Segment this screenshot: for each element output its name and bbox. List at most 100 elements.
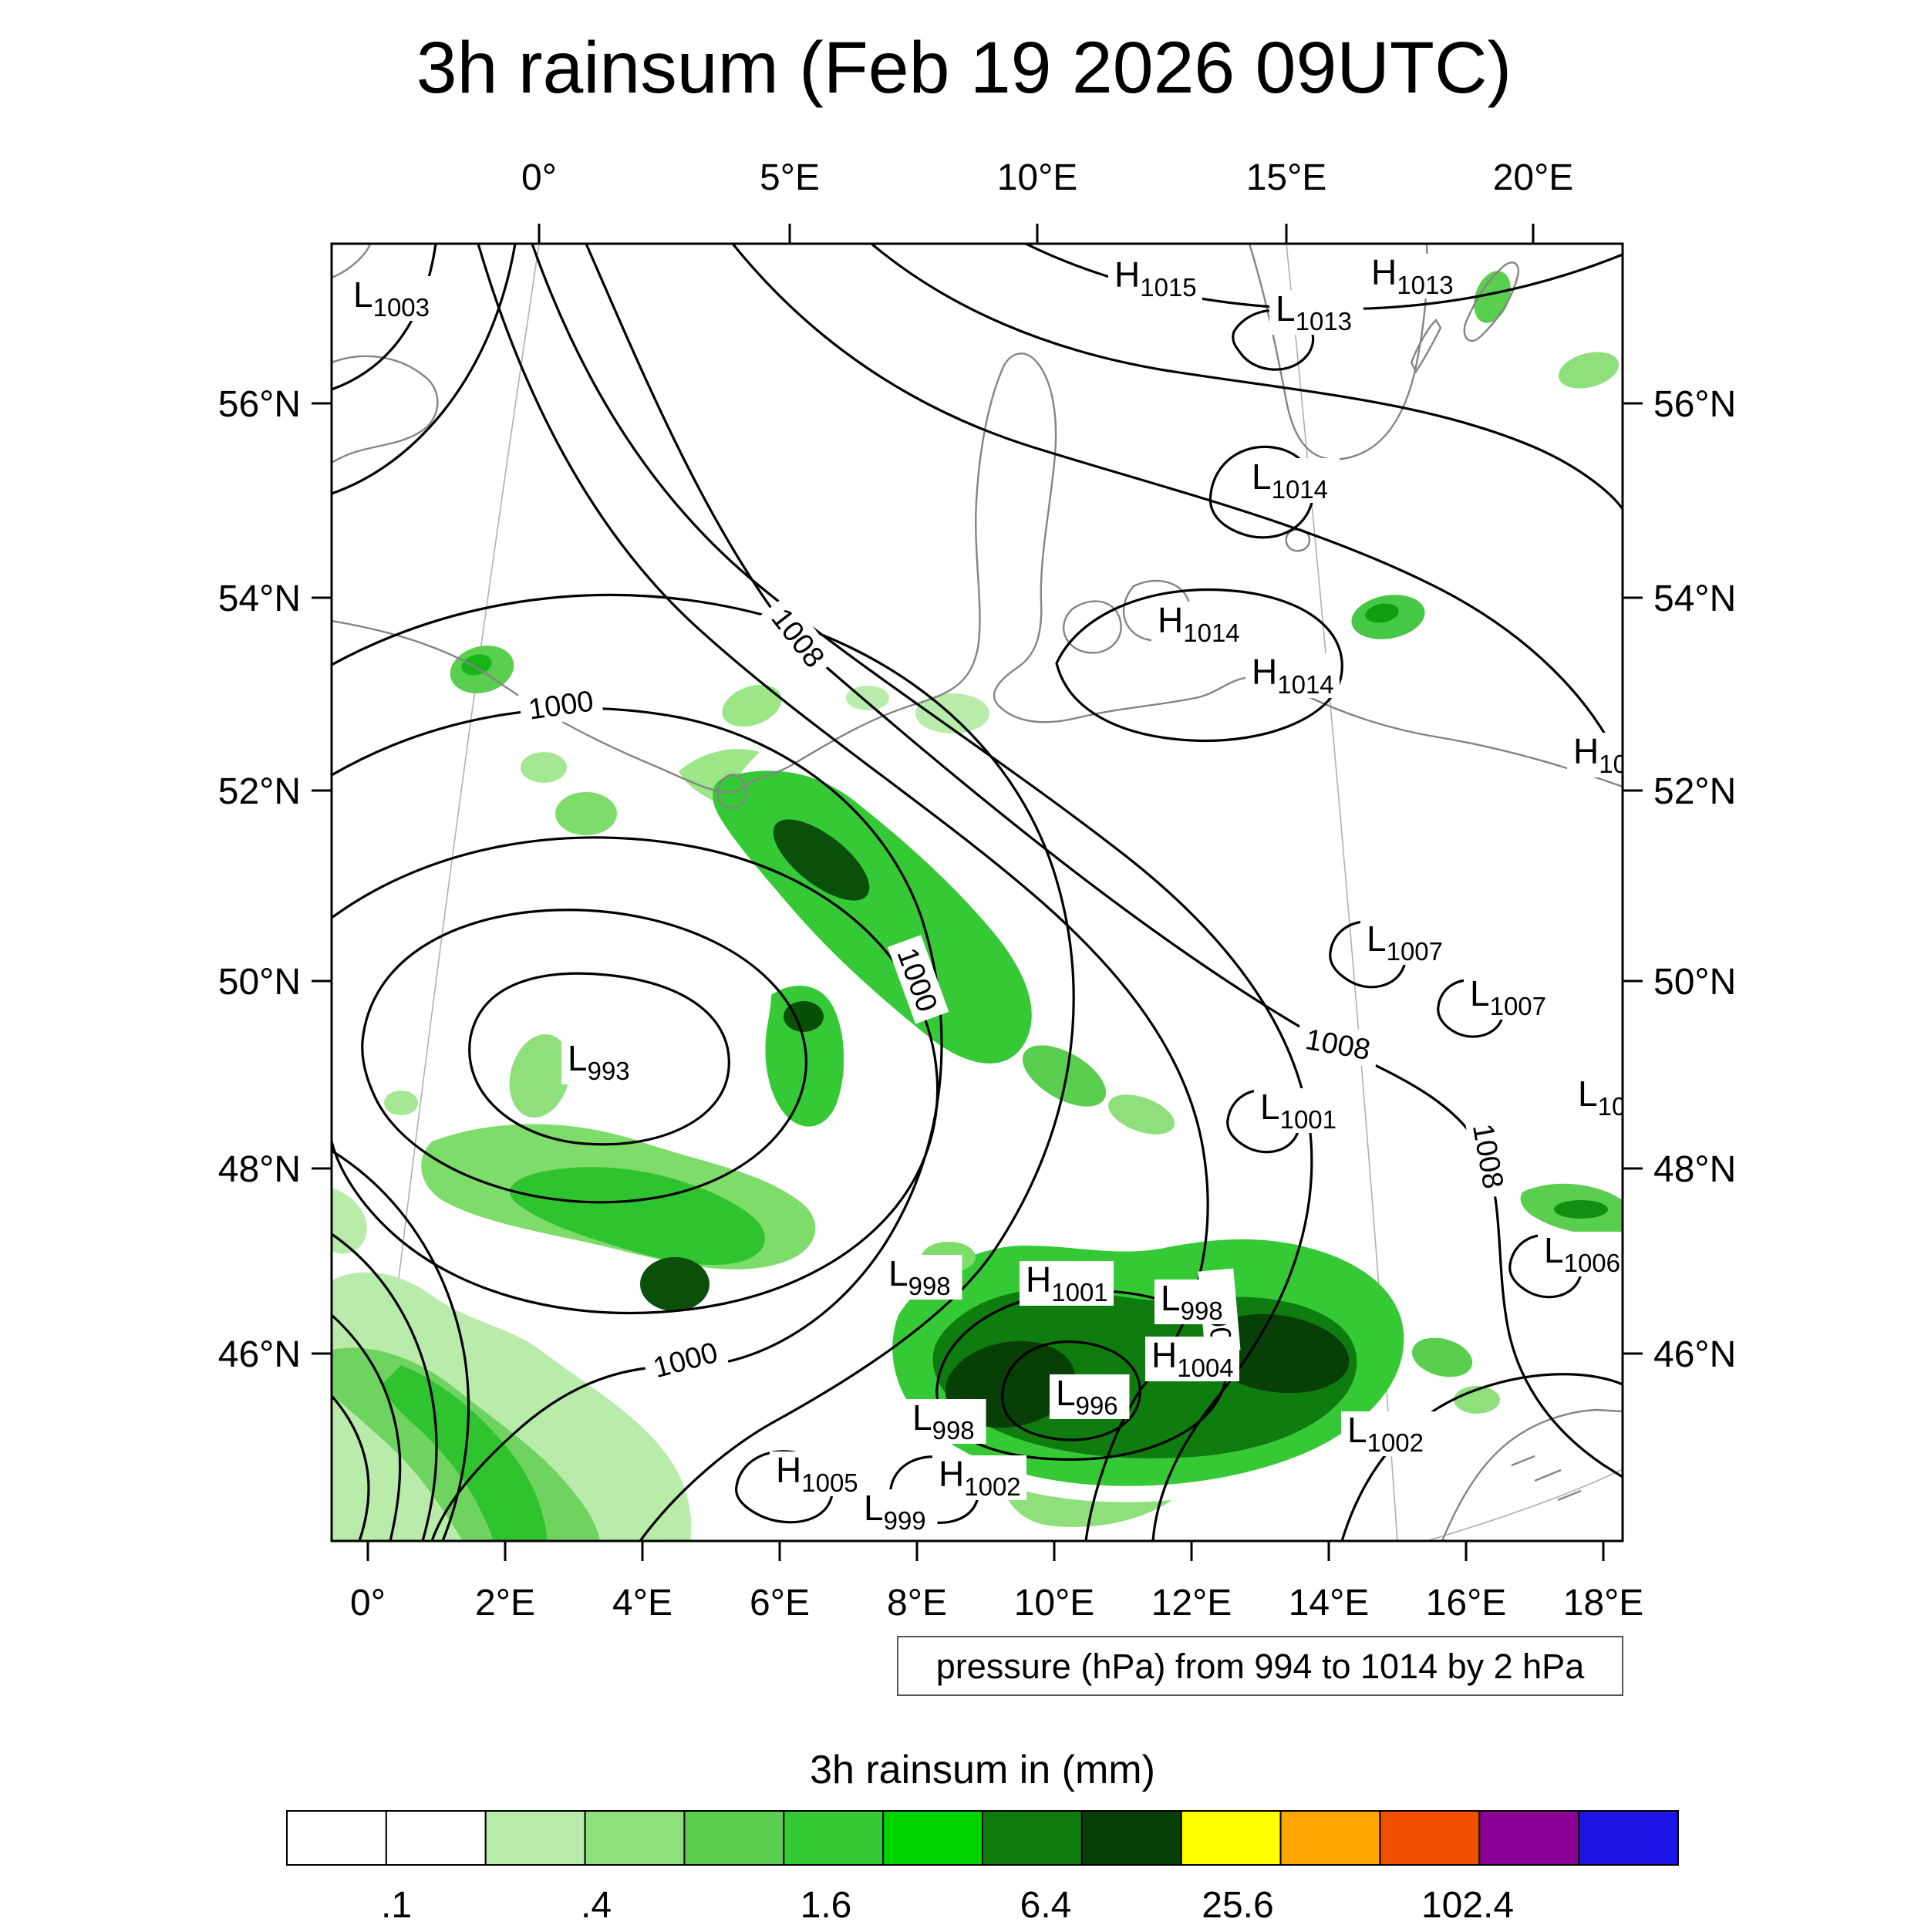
axis-label-bottom: 18°E: [1563, 1583, 1644, 1623]
pressure-center-box: [1567, 733, 1623, 777]
pressure-center: L1003: [347, 275, 441, 322]
rain-patch: [1022, 1045, 1107, 1107]
pressure-center: H1005: [770, 1450, 864, 1497]
contour-label: 1008: [1294, 1019, 1382, 1068]
colorbar-cell: [1080, 1810, 1182, 1866]
axis-label-top: 5°E: [760, 157, 820, 198]
axis-label-bottom: 4°E: [612, 1583, 672, 1623]
pressure-center-box: [932, 1455, 1026, 1500]
rain-patch: [1554, 1200, 1608, 1219]
pressure-center: L998: [1154, 1278, 1235, 1325]
contour-label-box: [1465, 1112, 1514, 1200]
rain-patch: [555, 792, 617, 835]
isobar-line: [361, 909, 807, 1204]
pressure-center-box: [1108, 256, 1202, 301]
pressure-center-box: [1154, 1280, 1235, 1324]
rain-patch: [784, 1001, 824, 1032]
axis-label-top: 15°E: [1246, 157, 1327, 198]
colorbar-tick-label: .1: [381, 1885, 412, 1926]
axis-label-right: 48°N: [1653, 1149, 1736, 1190]
pressure-center: L1014: [1245, 457, 1340, 504]
isobar-line: [332, 244, 437, 391]
pressure-center-box: [1360, 920, 1454, 965]
rainfall-shading: [332, 271, 1623, 1541]
axes: 0° 5°E 10°E 15°E 20°E 0° 2°E 4°E 6°E 8°E 10°E 12°E 1…: [218, 157, 1737, 1623]
axis-label-bottom: 16°E: [1426, 1583, 1507, 1623]
isobar-line: [1055, 588, 1343, 743]
axis-label-top: 20°E: [1493, 157, 1574, 198]
pressure-center-text: L993: [568, 1038, 630, 1085]
pressure-center-text: L1014: [1252, 457, 1328, 504]
pressure-center: H1013: [1365, 252, 1459, 299]
pressure-caption-box: pressure (hPa) from 994 to 1014 by 2 hPa: [897, 1636, 1623, 1696]
colorbar-cell: [1578, 1810, 1679, 1866]
contour-label-box: [759, 594, 838, 681]
rain-patch: [915, 693, 989, 733]
colorbar-tick-label: 102.4: [1421, 1885, 1514, 1926]
colorbar: .1 .4 1.6 6.4 25.6 102.4: [286, 1810, 1679, 1926]
pressure-center-box: [1151, 602, 1245, 646]
rain-patch: [773, 819, 870, 901]
pressure-center-text: H1013: [1371, 252, 1454, 299]
pressure-center: L1002: [1341, 1410, 1435, 1457]
pressure-center-box: [1245, 458, 1340, 503]
axis-label-right: 52°N: [1653, 771, 1736, 812]
isobar-line: [332, 1394, 370, 1541]
pressure-center: L1006: [1538, 1230, 1623, 1277]
rain-patch: [461, 654, 492, 676]
axis-label-bottom: 10°E: [1014, 1583, 1095, 1623]
pressure-center: L998: [906, 1398, 986, 1445]
pressure-center-box: [561, 1040, 642, 1084]
contour-label-box: [887, 935, 949, 1024]
colorbar-cell: [1379, 1810, 1481, 1866]
pressure-center-box: [1254, 1088, 1348, 1133]
coastlines: [332, 244, 1623, 1541]
colorbar-cell: [584, 1810, 686, 1866]
pressure-center: L1013: [1269, 288, 1363, 335]
isobar-line: [332, 706, 943, 1541]
pressure-center-box: [882, 1255, 962, 1300]
pressure-center: H1001: [1020, 1259, 1114, 1307]
pressure-center-text: L1003: [353, 275, 430, 322]
pressure-center-box: [1365, 254, 1459, 298]
colorbar-cell: [385, 1810, 487, 1866]
colorbar-cell: [982, 1810, 1083, 1866]
rain-patch: [384, 1091, 418, 1115]
axis-label-bottom: 6°E: [750, 1583, 810, 1623]
page-title: 3h rainsum (Feb 19 2026 09UTC): [416, 27, 1512, 109]
pressure-center-text: H1002: [939, 1454, 1021, 1501]
contour-label-box: [1294, 1019, 1382, 1068]
map-area: 1000100810001008100810001000 L1003H1015L…: [332, 244, 1623, 1541]
contour-label: 1008: [1465, 1112, 1514, 1200]
axis-label-left: 50°N: [218, 962, 301, 1003]
pressure-center-box: [906, 1399, 986, 1444]
rain-patch: [713, 770, 1032, 1064]
coastline: [332, 244, 372, 279]
pressure-center: L993: [561, 1038, 642, 1085]
rain-patch: [1003, 1485, 1172, 1527]
pressure-center-text: H1014: [1158, 600, 1240, 647]
rain-patch: [1203, 1313, 1350, 1394]
isobar-line: [1208, 445, 1315, 539]
rain-patch: [1365, 603, 1399, 623]
pressure-center-text: H1004: [1151, 1335, 1234, 1382]
axis-label-bottom: 8°E: [887, 1583, 947, 1623]
axis-label-right: 46°N: [1653, 1334, 1736, 1375]
pressure-center: H1004: [1145, 1335, 1239, 1382]
colorbar-tick-label: 6.4: [1020, 1885, 1072, 1926]
coastline: [1063, 600, 1122, 654]
isobar-line: [332, 1232, 438, 1541]
axis-label-right: 50°N: [1653, 962, 1736, 1003]
pressure-center-text: L1007: [1367, 919, 1443, 966]
pressure-center: L999: [858, 1488, 938, 1535]
rain-patch: [521, 752, 567, 783]
colorbar-title: 3h rainsum in (mm): [810, 1748, 1155, 1792]
contour-label-box: [517, 680, 604, 728]
colorbar-cell: [484, 1810, 586, 1866]
colorbar-tick-label: .4: [581, 1885, 612, 1926]
axis-label-left: 52°N: [218, 771, 301, 812]
colorbar-cell: [783, 1810, 885, 1866]
contour-label: 1000: [641, 1331, 730, 1387]
